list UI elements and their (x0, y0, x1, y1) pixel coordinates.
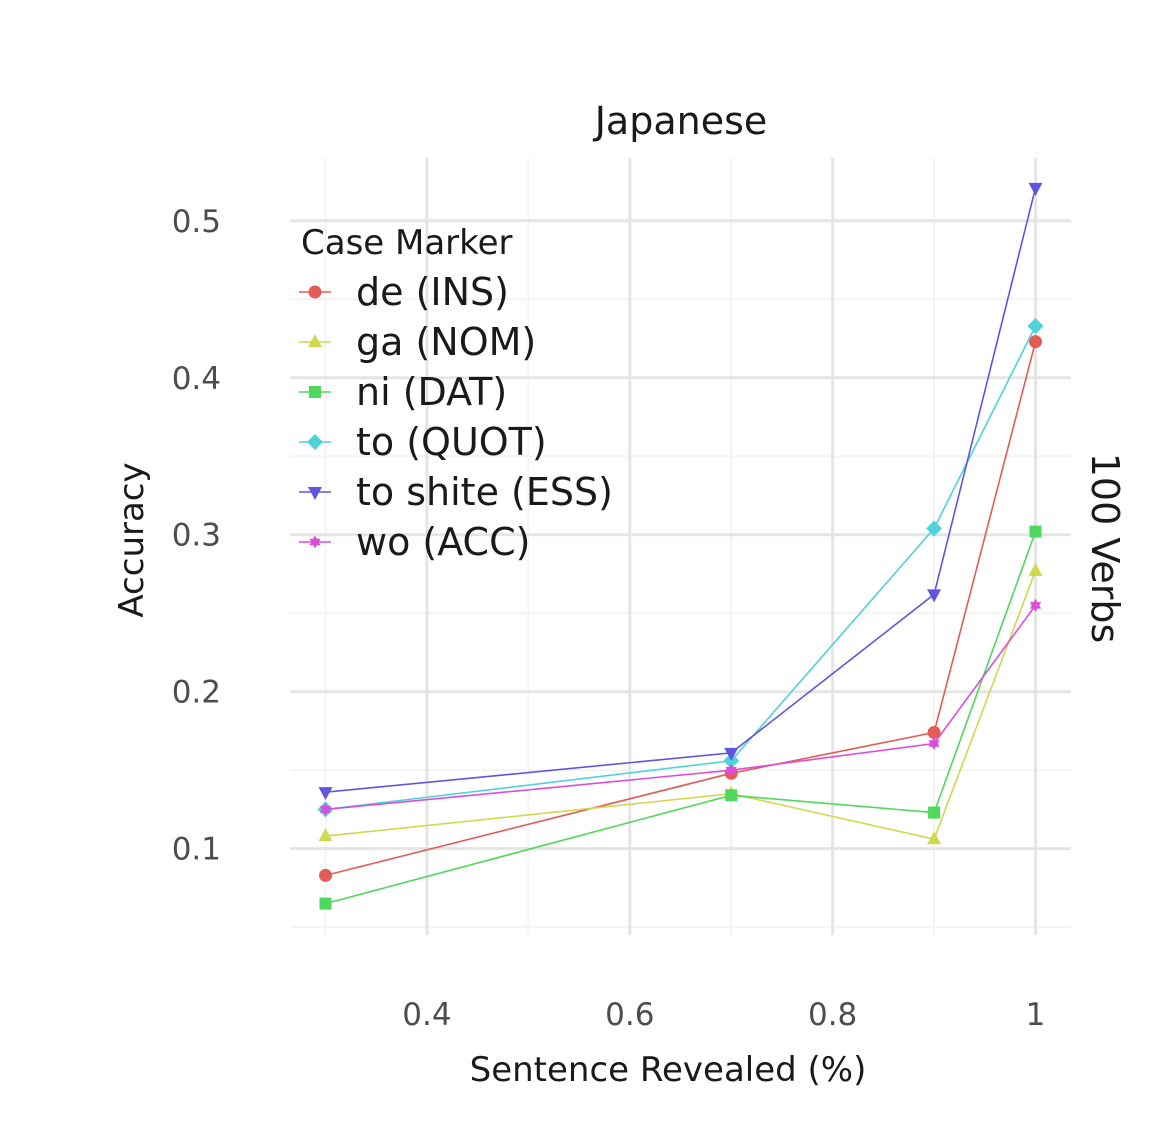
legend-label: de (INS) (356, 270, 509, 314)
series-line (325, 325, 1037, 811)
legend-key-marker (308, 334, 322, 347)
y-axis-title: Accuracy (112, 462, 152, 617)
data-point (927, 726, 941, 740)
series-line (325, 187, 1037, 793)
y-tick-label: 0.5 (172, 204, 221, 240)
x-tick-label: 1 (1026, 997, 1046, 1033)
data-point (926, 520, 943, 537)
data-point (1029, 335, 1042, 349)
series-wo-acc (319, 598, 1042, 816)
series-ni-dat (319, 525, 1042, 910)
legend-label: to (QUOT) (356, 420, 547, 464)
legend-label: ga (NOM) (356, 320, 536, 364)
series-to-shite-ess (318, 182, 1043, 801)
data-point (318, 828, 333, 842)
y-tick-label: 0.2 (172, 675, 221, 711)
legend-item-ga-nom: ga (NOM) (299, 320, 536, 364)
y-tick-label: 0.3 (172, 518, 221, 554)
legend-label: to shite (ESS) (356, 470, 613, 514)
data-point (319, 897, 332, 910)
data-point (1028, 182, 1043, 196)
legend-key-marker (309, 535, 321, 549)
data-point (319, 868, 332, 882)
legend-label: wo (ACC) (356, 520, 530, 564)
data-point (927, 831, 942, 845)
legend-key-marker (309, 386, 321, 398)
data-point (725, 789, 738, 802)
legend: Case Marker de (INS) ga (NOM) ni (DAT) to (… (299, 223, 613, 564)
data-point (928, 737, 940, 750)
data-point (318, 787, 333, 801)
data-point (1028, 562, 1043, 576)
series-layer (317, 182, 1044, 910)
series-line (325, 531, 1037, 905)
legend-item-de-ins: de (INS) (299, 270, 509, 314)
chart-title: Japanese (593, 99, 768, 143)
series-line (325, 604, 1037, 811)
legend-item-wo-acc: wo (ACC) (299, 520, 530, 564)
data-point (1029, 598, 1042, 612)
data-point (927, 589, 942, 603)
x-axis-ticks: 0.4 0.6 0.8 1 (402, 997, 1045, 1033)
legend-key-marker (307, 434, 323, 450)
data-point (1027, 317, 1044, 334)
data-point (319, 802, 332, 816)
legend-item-to-quot: to (QUOT) (299, 420, 547, 464)
legend-label: ni (DAT) (356, 370, 507, 414)
grid (290, 158, 1071, 935)
legend-key-marker (308, 487, 322, 500)
series-ga-nom (318, 562, 1043, 845)
data-point (1029, 525, 1042, 538)
legend-key-marker (308, 285, 322, 299)
series-line (325, 570, 1037, 841)
y-tick-label: 0.1 (172, 832, 221, 868)
x-tick-label: 0.4 (402, 997, 451, 1033)
data-point (725, 763, 737, 777)
data-point (928, 806, 941, 819)
facet-strip-label: 100 Verbs (1083, 453, 1127, 644)
legend-title: Case Marker (301, 223, 513, 263)
x-axis-title: Sentence Revealed (%) (470, 1050, 867, 1090)
x-tick-label: 0.6 (605, 997, 654, 1033)
series-line (325, 341, 1037, 877)
legend-item-ni-dat: ni (DAT) (299, 370, 507, 414)
y-axis-ticks: 0.1 0.2 0.3 0.4 0.5 (172, 204, 221, 868)
y-tick-label: 0.4 (172, 361, 221, 397)
x-tick-label: 0.8 (808, 997, 857, 1033)
legend-item-to-shite-ess: to shite (ESS) (299, 470, 613, 514)
data-point (724, 747, 739, 761)
